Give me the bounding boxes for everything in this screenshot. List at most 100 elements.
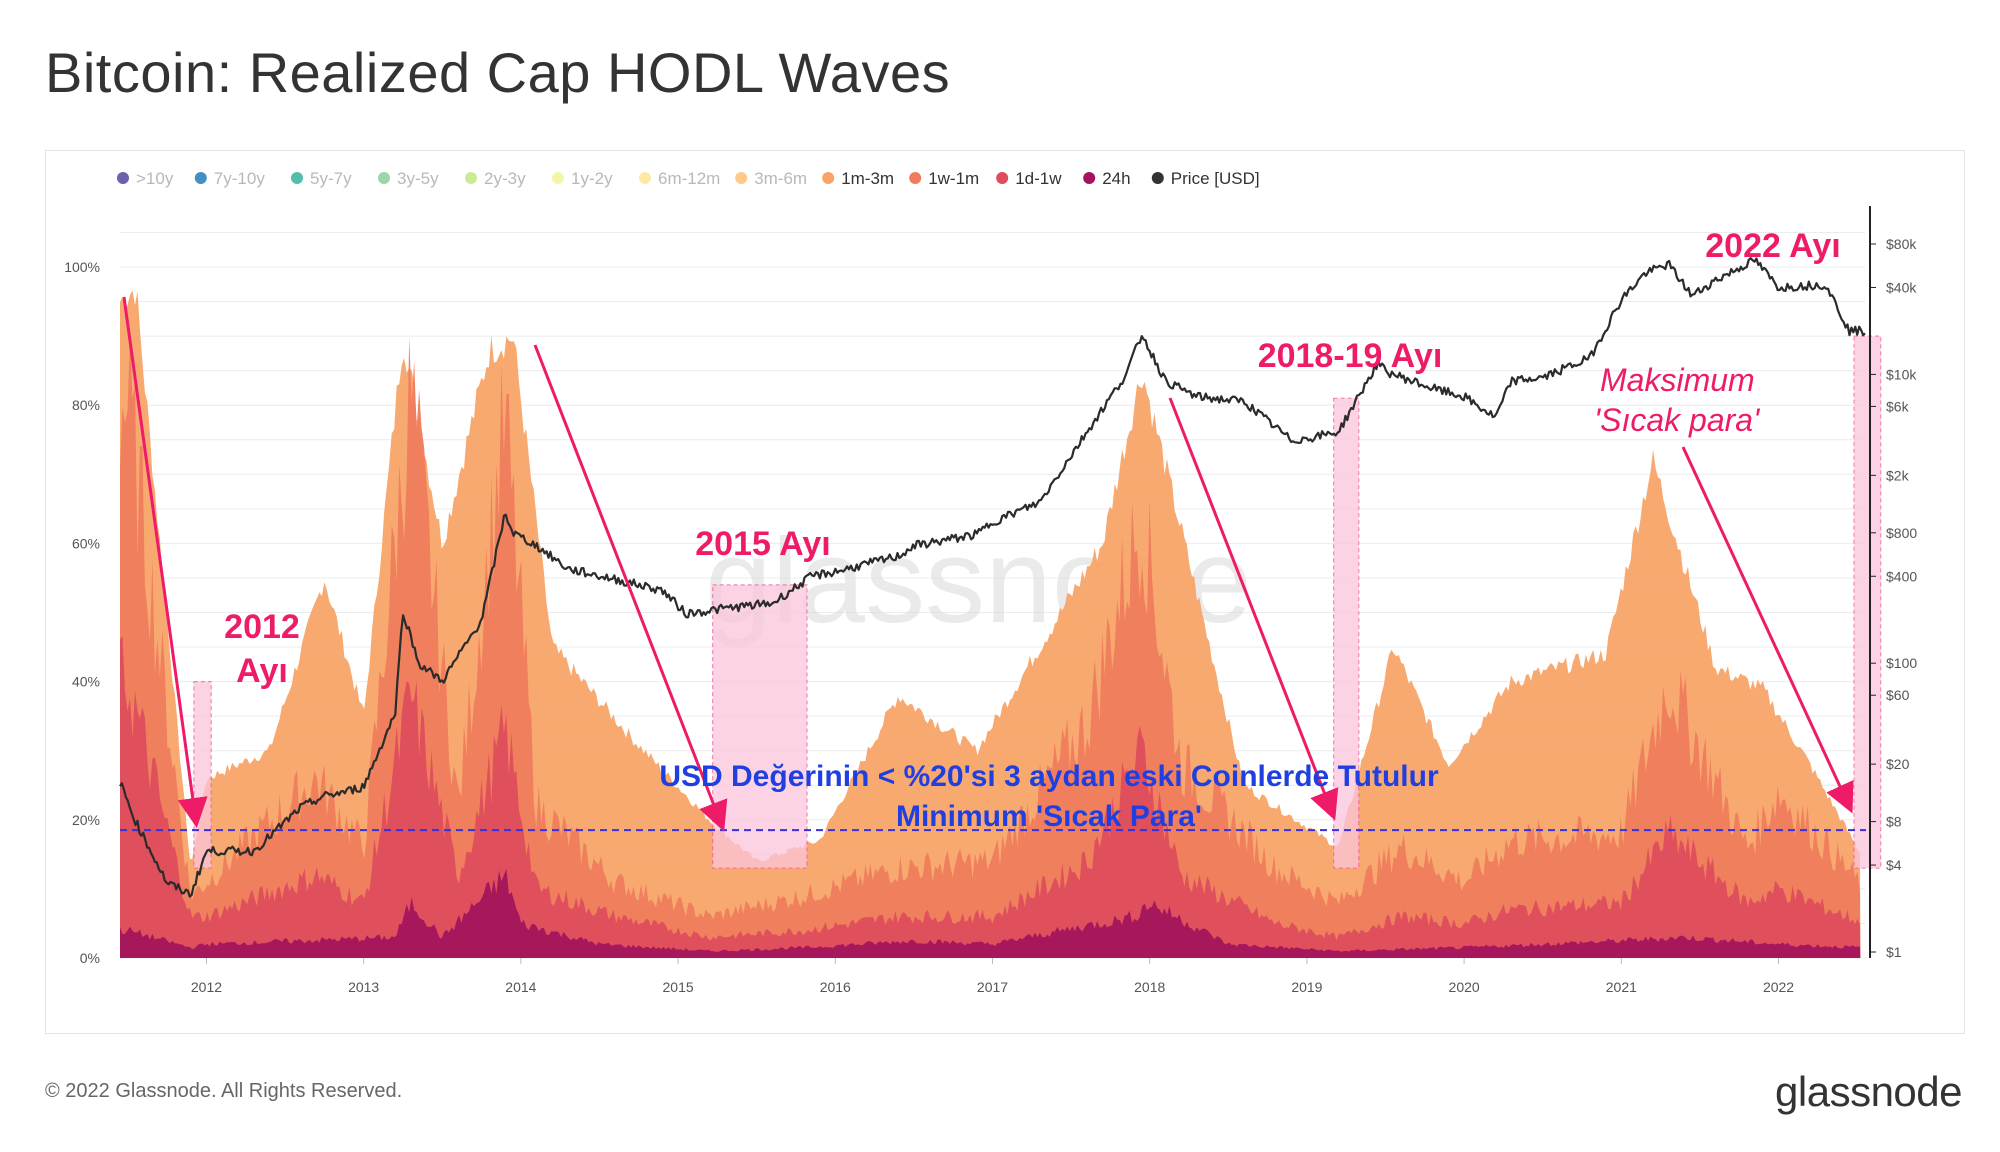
y-left-tick-label: 80% — [72, 397, 100, 413]
y-right-tick-label: $80k — [1886, 236, 1917, 252]
legend-item-2y-3y[interactable]: 2y-3y — [465, 169, 526, 188]
y-right-tick-label: $800 — [1886, 525, 1917, 541]
glassnode-logo[interactable]: glassnode — [1775, 1068, 1962, 1115]
legend-item-3y-5y[interactable]: 3y-5y — [378, 169, 439, 188]
y-left-tick-label: 20% — [72, 812, 100, 828]
y-right-tick-label: $40k — [1886, 279, 1917, 295]
area-1d-1w — [120, 636, 1861, 958]
y-left-tick-label: 0% — [80, 950, 100, 966]
arrow-2 — [1168, 397, 1339, 821]
y-left-tick-label: 60% — [72, 535, 100, 551]
bear-highlight-2 — [1333, 397, 1360, 869]
legend-dot — [194, 172, 207, 184]
annotation-2022: 2022 Ayı — [1705, 227, 1840, 265]
arrow-1 — [533, 344, 728, 832]
legend-dot — [639, 172, 651, 184]
x-tick-label: 2017 — [977, 979, 1008, 995]
annotation-2012-line2: Ayı — [236, 652, 288, 690]
legend-label: Price [USD] — [1171, 169, 1260, 188]
y-left-tick-label: 40% — [72, 674, 100, 690]
y-right-tick-label: $1 — [1886, 944, 1902, 960]
x-tick-label: 2016 — [820, 979, 851, 995]
legend-dot — [909, 172, 922, 184]
bear-highlight-0 — [193, 680, 212, 869]
legend-label: 1m-3m — [841, 169, 894, 188]
annotations: 2012 Ayı 2015 Ayı 2018-19 Ayı 2022 Ayı M… — [224, 227, 1841, 833]
bear-highlight-1 — [712, 584, 808, 869]
y-right-tick-label: $2k — [1886, 467, 1910, 483]
x-tick-label: 2021 — [1606, 979, 1637, 995]
legend-dot — [1083, 172, 1096, 184]
legend-label: 1y-2y — [571, 169, 613, 188]
x-axis: 2012 2013 2014 2015 2016 2017 2018 2019 2020 2021… — [191, 958, 1794, 995]
y-left-tick-label: 100% — [64, 259, 100, 275]
legend-item-1m-3m[interactable]: 1m-3m — [822, 169, 894, 188]
x-tick-label: 2022 — [1763, 979, 1794, 995]
legend-dot — [822, 172, 835, 184]
y-right-tick-label: $100 — [1886, 655, 1917, 671]
legend-label: 24h — [1102, 169, 1130, 188]
legend-item-5y-7y[interactable]: 5y-7y — [291, 169, 352, 188]
annotation-threshold-line2: Minimum 'Sıcak Para' — [896, 800, 1202, 833]
legend-dot — [552, 172, 564, 184]
legend-dot — [378, 172, 390, 184]
y-right-tick-label: $10k — [1886, 366, 1917, 382]
y-right-tick-label: $400 — [1886, 568, 1917, 584]
price-line — [119, 257, 1866, 898]
legend-label: >10y — [136, 169, 174, 188]
y-right-tick-label: $8 — [1886, 814, 1902, 830]
bear-highlight-3 — [1853, 335, 1882, 869]
annotation-2012-line1: 2012 — [224, 608, 300, 646]
legend-label: 7y-10y — [214, 169, 266, 188]
y-axis-right: $1 $4 $8 $20 $60 $100 $400 $800 $2k $6k $10k $40k $8… — [1870, 236, 1917, 960]
annotation-arrows — [122, 296, 1854, 832]
legend-dot — [1151, 172, 1164, 184]
legend-item-24h[interactable]: 24h — [1083, 169, 1131, 188]
legend-label: 1d-1w — [1015, 169, 1062, 188]
legend-item-6m-12m[interactable]: 6m-12m — [639, 169, 720, 188]
page-title: Bitcoin: Realized Cap HODL Waves — [45, 41, 951, 104]
area-24h — [120, 868, 1861, 958]
legend-label: 2y-3y — [484, 169, 526, 188]
annotation-2015: 2015 Ayı — [695, 525, 830, 563]
arrow-3 — [1681, 446, 1854, 814]
legend-label: 3y-5y — [397, 169, 439, 188]
legend-item-1w-1m[interactable]: 1w-1m — [909, 169, 979, 188]
annotation-threshold-line1: USD Değerinin < %20'si 3 aydan eski Coin… — [659, 760, 1439, 793]
legend-item-price-usd-[interactable]: Price [USD] — [1151, 169, 1260, 188]
legend-item-3m-6m[interactable]: 3m-6m — [735, 169, 807, 188]
legend-dot — [996, 172, 1009, 184]
annotation-max-line1: Maksimum — [1600, 362, 1755, 398]
y-right-tick-label: $4 — [1886, 857, 1902, 873]
legend-item-1d-1w[interactable]: 1d-1w — [996, 169, 1062, 188]
legend-label: 1w-1m — [928, 169, 979, 188]
legend-dot — [117, 172, 129, 184]
annotation-max-line2: 'Sıcak para' — [1594, 402, 1761, 438]
legend-item--10y[interactable]: >10y — [117, 169, 174, 188]
legend-label: 6m-12m — [658, 169, 720, 188]
x-tick-label: 2013 — [348, 979, 379, 995]
area-1m-3m — [120, 290, 1861, 958]
x-tick-label: 2014 — [505, 979, 536, 995]
y-axis-left: 0% 20% 40% 60% 80% 100% — [64, 259, 100, 966]
arrow-0 — [122, 296, 208, 828]
footer-copyright: © 2022 Glassnode. All Rights Reserved. — [45, 1080, 403, 1102]
x-tick-label: 2015 — [663, 979, 694, 995]
legend-label: 3m-6m — [754, 169, 807, 188]
area-series — [120, 290, 1861, 958]
legend-item-1y-2y[interactable]: 1y-2y — [552, 169, 613, 188]
legend-dot — [465, 172, 477, 184]
legend-dot — [291, 172, 303, 184]
y-right-tick-label: $20 — [1886, 756, 1910, 772]
legend-item-7y-10y[interactable]: 7y-10y — [194, 169, 266, 188]
y-right-tick-label: $6k — [1886, 398, 1910, 414]
x-tick-label: 2020 — [1449, 979, 1480, 995]
x-tick-label: 2018 — [1134, 979, 1165, 995]
legend-dot — [735, 172, 748, 184]
legend-label: 5y-7y — [310, 169, 352, 188]
x-tick-label: 2012 — [191, 979, 222, 995]
annotation-2018: 2018-19 Ayı — [1258, 337, 1443, 375]
legend[interactable]: >10y 7y-10y 5y-7y 3y-5y 2y-3y 1y-2y 6m-12m 3m-6… — [117, 169, 1260, 188]
y-right-tick-label: $60 — [1886, 687, 1910, 703]
